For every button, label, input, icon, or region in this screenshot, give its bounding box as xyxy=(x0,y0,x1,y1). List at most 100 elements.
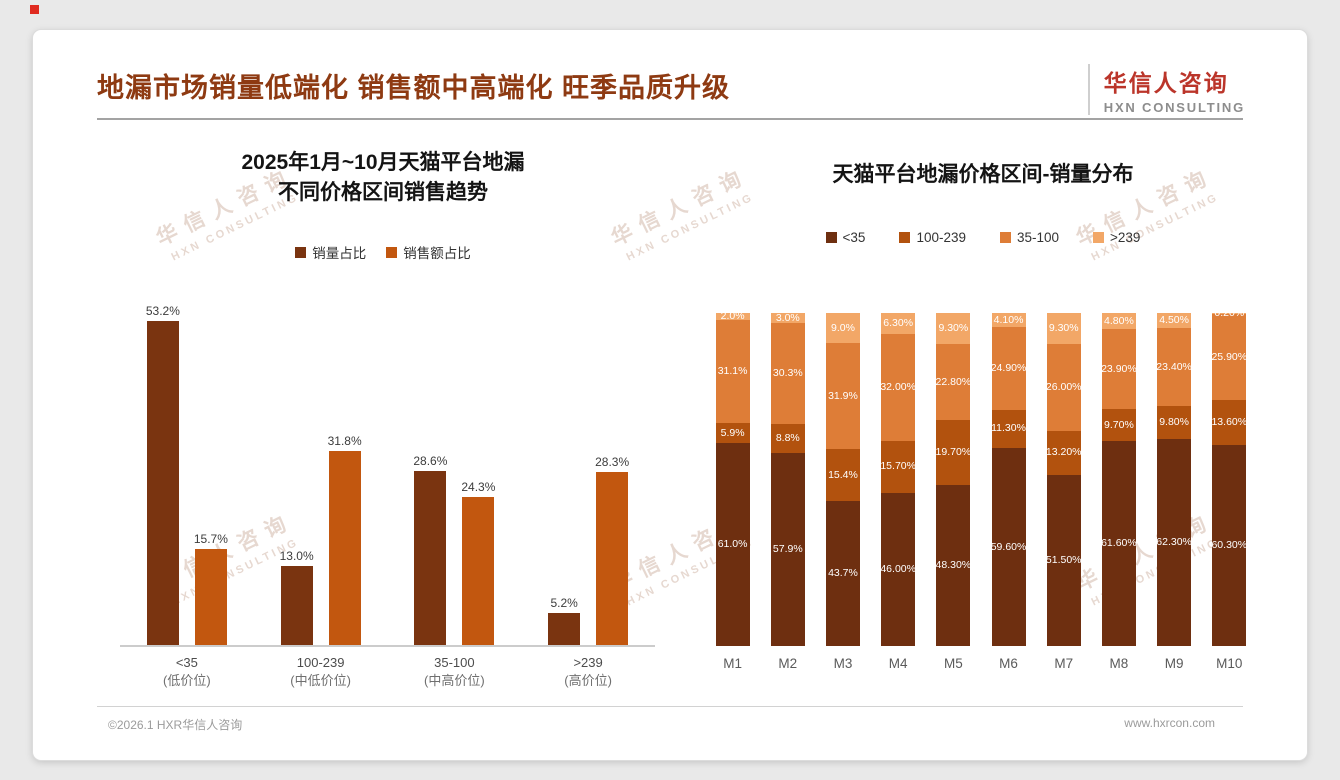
data-label: 24.90% xyxy=(990,362,1027,375)
stack-cell-M9: 62.30% 9.80% 23.40% 4.50% xyxy=(1147,313,1202,646)
category-label-35-100: 35-100 (中高价位) xyxy=(388,654,522,690)
logo-cn-text: 华信人咨询 xyxy=(1103,70,1229,96)
data-label: 23.90% xyxy=(1101,362,1137,375)
legend-item->239: >239 xyxy=(1093,230,1140,245)
month-label-M2: M2 xyxy=(778,656,798,671)
data-label: 23.40% xyxy=(1156,360,1192,373)
data-label: 9.30% xyxy=(1048,322,1079,335)
footer: ©2026.1 HXR华信人咨询 www.hxrcon.com xyxy=(108,716,1215,733)
data-label: 11.30% xyxy=(991,422,1026,435)
data-label: 61.0% xyxy=(717,538,748,551)
stacked-bar-M5: 48.30% 19.70% 22.80% 9.30% xyxy=(935,313,972,646)
data-label: 61.60% xyxy=(1101,537,1137,550)
data-label: 53.2% xyxy=(145,303,180,318)
segment->239-M4: 6.30% xyxy=(881,313,916,334)
stack-cell-M10: 60.30% 13.60% 25.90% 0.20% xyxy=(1202,308,1257,646)
corner-marker xyxy=(30,5,39,14)
bar-销售额占比-35-100: 24.3% xyxy=(461,480,495,645)
bar-销量占比->239: 5.2% xyxy=(548,596,581,645)
category-sub-label: (高价位) xyxy=(564,673,612,688)
data-label: 57.9% xyxy=(772,543,803,556)
month-label-M9: M9 xyxy=(1164,656,1184,671)
stacked-bar-M9: 62.30% 9.80% 23.40% 4.50% xyxy=(1156,313,1192,646)
stacked-bar-M6: 59.60% 11.30% 24.90% 4.10% xyxy=(990,313,1027,646)
segment-35-100-M5: 22.80% xyxy=(936,343,971,420)
data-label: 0.20% xyxy=(1214,307,1245,320)
category-sub-label: (中高价位) xyxy=(424,673,485,688)
data-label: 30.3% xyxy=(772,367,803,380)
segment-100-239-M7: 13.20% xyxy=(1046,430,1082,475)
stacked-bar-M8: 61.60% 9.70% 23.90% 4.80% xyxy=(1101,313,1137,646)
right-chart-legend: <35 100-239 35-100 >239 xyxy=(693,230,1273,245)
segment-<35-M2: 57.9% xyxy=(770,453,805,646)
segment-100-239-M4: 15.70% xyxy=(880,440,916,493)
stacked-bar-plot: 61.0% 5.9% 31.1% 2.0% 57.9% 8.8% 30.3% 3.0% 43.7… xyxy=(705,308,1257,646)
segment->239-M6: 4.10% xyxy=(991,313,1026,328)
segment-35-100-M4: 32.00% xyxy=(880,334,916,441)
copyright-text: ©2026.1 HXR华信人咨询 xyxy=(108,718,243,732)
data-label: 15.70% xyxy=(880,460,916,473)
stack-cell-M2: 57.9% 8.8% 30.3% 3.0% xyxy=(760,313,815,646)
data-label: 28.3% xyxy=(595,455,630,470)
data-label: 28.6% xyxy=(413,453,448,468)
bar-销量占比-35-100: 28.6% xyxy=(413,454,447,645)
watermark-en-text: HXN CONSULTING xyxy=(624,191,756,264)
bar-销售额占比-100-239: 31.8% xyxy=(328,434,362,645)
data-label: 59.60% xyxy=(990,540,1027,553)
month-label-M7: M7 xyxy=(1054,656,1074,671)
stacked-bar-M7: 51.50% 13.20% 26.00% 9.30% xyxy=(1045,313,1082,646)
legend-item-35-100: 35-100 xyxy=(999,230,1060,245)
data-label: 9.70% xyxy=(1104,418,1134,431)
stack-cell-M6: 59.60% 11.30% 24.90% 4.10% xyxy=(981,313,1036,646)
bar-group-100-239: 13.0% 31.8% xyxy=(254,321,388,645)
data-label: 4.10% xyxy=(993,313,1024,326)
website-text: www.hxrcon.com xyxy=(1124,716,1215,730)
logo-en-text: HXN CONSULTING xyxy=(1103,100,1245,115)
legend-swatch-icon xyxy=(386,246,398,258)
segment->239-M2: 3.0% xyxy=(770,313,805,324)
right-chart-category-axis: M1 M2 M3 M4 M5 M6 M7 M8 M9 M10 xyxy=(705,656,1257,671)
stack-cell-M5: 48.30% 19.70% 22.80% 9.30% xyxy=(926,313,981,646)
category-main-label: 100-239 xyxy=(296,655,345,670)
legend-label: >239 xyxy=(1110,230,1141,245)
category-main-label: >239 xyxy=(573,655,603,670)
stacked-bar-M10: 60.30% 13.60% 25.90% 0.20% xyxy=(1211,308,1247,646)
bar-销售额占比-<35: 15.7% xyxy=(194,532,228,645)
legend-label: 35-100 xyxy=(1016,230,1060,245)
stacked-bar-M4: 46.00% 15.70% 32.00% 6.30% xyxy=(880,313,916,646)
data-label: 51.50% xyxy=(1045,554,1082,567)
data-label: 31.8% xyxy=(327,434,362,448)
data-label: 46.00% xyxy=(880,563,916,576)
legend-swatch-icon xyxy=(899,232,911,243)
data-label: 15.7% xyxy=(193,532,228,547)
stacked-bar-M2: 57.9% 8.8% 30.3% 3.0% xyxy=(770,313,805,646)
category-label-<35: <35 (低价位) xyxy=(120,654,254,690)
data-label: 31.1% xyxy=(717,365,748,378)
stacked-bar-M1: 61.0% 5.9% 31.1% 2.0% xyxy=(715,311,750,646)
segment-<35-M3: 43.7% xyxy=(825,500,860,646)
segment-100-239-M3: 15.4% xyxy=(825,449,860,501)
data-label: 6.30% xyxy=(883,317,914,330)
category-label-100-239: 100-239 (中低价位) xyxy=(254,654,388,690)
legend-item-100-239: 100-239 xyxy=(899,230,966,245)
segment-35-100-M7: 26.00% xyxy=(1046,344,1082,431)
data-label: 48.30% xyxy=(935,559,972,572)
data-label: 32.00% xyxy=(880,381,916,394)
logo: 华信人咨询 HXN CONSULTING xyxy=(1087,64,1245,115)
segment-100-239-M1: 5.9% xyxy=(715,423,750,443)
data-label: 4.50% xyxy=(1159,314,1189,327)
month-label-M6: M6 xyxy=(999,656,1018,671)
legend-item-<35: <35 xyxy=(825,230,865,245)
legend-swatch-icon xyxy=(1093,232,1105,243)
stack-cell-M7: 51.50% 13.20% 26.00% 9.30% xyxy=(1036,313,1091,646)
segment-35-100-M8: 23.90% xyxy=(1101,329,1137,409)
bar-销量占比-100-239: 13.0% xyxy=(280,549,314,645)
segment-<35-M10: 60.30% xyxy=(1211,445,1247,646)
bar-销售额占比->239: 28.3% xyxy=(595,455,629,645)
segment-<35-M5: 48.30% xyxy=(935,485,972,646)
legend-swatch-icon xyxy=(295,246,307,258)
right-chart-title: 天猫平台地漏价格区间-销量分布 xyxy=(832,163,1134,186)
slide-card: 华信人咨询 HXN CONSULTING 华信人咨询 HXN CONSULTING 华信… xyxy=(33,30,1307,760)
legend-label: 销量占比 xyxy=(312,246,367,261)
segment->239-M7: 9.30% xyxy=(1046,313,1081,344)
